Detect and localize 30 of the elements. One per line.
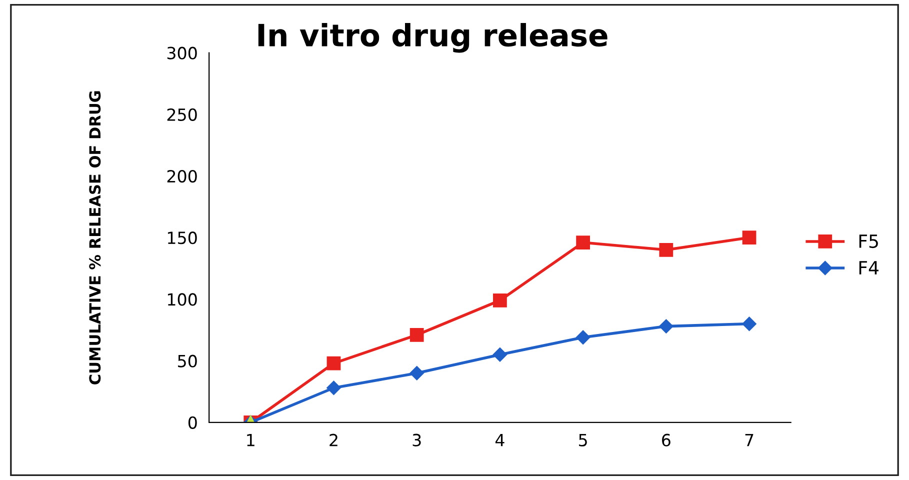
point [493, 293, 507, 308]
x-tick-label: 5 [579, 434, 587, 446]
y-tick-label: 100 [168, 293, 197, 306]
point [659, 319, 674, 334]
point [326, 380, 341, 395]
point [326, 356, 341, 370]
point [742, 230, 756, 245]
point [410, 366, 424, 380]
point [742, 316, 756, 331]
point [410, 328, 424, 342]
y-tick-label: 300 [167, 46, 197, 60]
point [659, 242, 674, 257]
x-tick-label: 7 [745, 434, 754, 446]
x-tick-label: 4 [495, 434, 504, 446]
legend-label: F5 [859, 234, 878, 248]
y-tick-label: 0 [188, 416, 197, 429]
y-tick-label: 250 [167, 108, 197, 121]
y-tick-label: 200 [167, 170, 197, 183]
point [576, 236, 590, 250]
y-tick-label: 50 [178, 354, 197, 368]
y-axis-title: CUMULATIVE % RELEASE OF DRUG [89, 91, 101, 384]
y-tick-label: 150 [168, 232, 197, 244]
x-tick-label: 2 [330, 434, 338, 446]
legend-label: F4 [859, 261, 878, 274]
x-tick-label: 6 [662, 434, 670, 446]
point [576, 330, 590, 344]
x-tick-label: 1 [247, 434, 254, 446]
chart-title: In vitro drug release [258, 22, 608, 53]
point [492, 348, 508, 362]
x-tick-label: 3 [412, 434, 421, 446]
